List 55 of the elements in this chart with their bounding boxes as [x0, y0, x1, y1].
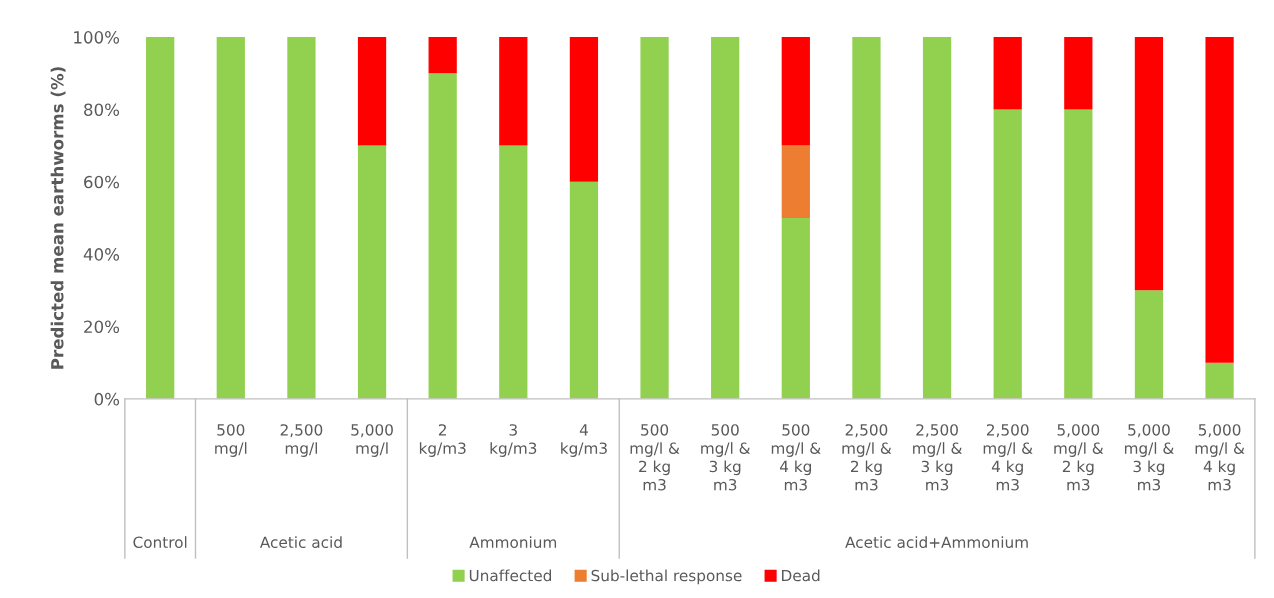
y-tick-label: 0%: [94, 392, 120, 406]
bar: [781, 145, 810, 218]
legend-label: Dead: [782, 569, 820, 582]
y-axis-title: Predicted mean earthworms (%): [50, 67, 66, 369]
bar: [1134, 37, 1164, 291]
bar: [428, 37, 457, 74]
bar: [216, 37, 245, 399]
bar: [357, 37, 387, 146]
x-tick-label: 500 mg/l: [215, 424, 247, 457]
bar: [569, 181, 599, 399]
legend-label: Sub-lethal response: [591, 569, 742, 585]
x-tick-label: 2,500 mg/l & 3 kg m3: [913, 424, 962, 491]
bar: [852, 37, 881, 399]
bar: [640, 37, 669, 399]
bar: [993, 109, 1022, 399]
legend-label: Unaffected: [469, 569, 551, 582]
bar: [922, 37, 952, 399]
bar: [1134, 290, 1164, 399]
bar: [1205, 362, 1234, 399]
bar: [499, 145, 528, 399]
x-tick-label: 2,500 mg/l: [280, 424, 323, 457]
bar: [781, 217, 810, 399]
text: Control: [133, 536, 187, 549]
x-tick-label: 2,500 mg/l & 4 kg m3: [983, 424, 1033, 491]
y-tick-label: 20%: [84, 320, 120, 334]
y-tick-label: 100%: [74, 31, 120, 44]
x-tick-label: 500 mg/l & 3 kg m3: [701, 424, 751, 491]
bar: [1205, 37, 1234, 363]
x-tick-label: 500 mg/l & 4 kg m3: [771, 424, 821, 491]
x-tick-label: 5,000 mg/l & 2 kg m3: [1054, 424, 1104, 491]
bar: [499, 37, 528, 146]
x-tick-label: 2 kg/m3: [419, 424, 466, 457]
y-tick-label: 80%: [84, 103, 120, 116]
text: Ammonium: [469, 536, 557, 549]
bar: [711, 37, 740, 399]
text: Acetic acid+Ammonium: [845, 536, 1028, 549]
bar: [993, 37, 1022, 110]
bar: [428, 73, 457, 399]
bar: [146, 37, 175, 399]
x-tick-label: 5,000 mg/l & 3 kg m3: [1124, 424, 1174, 491]
bar: [1064, 109, 1093, 399]
x-tick-label: 500 mg/l & 2 kg m3: [630, 424, 680, 491]
bar: [357, 145, 387, 399]
text: Acetic acid: [259, 536, 342, 549]
y-tick-label: 60%: [84, 175, 120, 189]
bar: [569, 37, 599, 182]
bar: [287, 37, 316, 399]
x-tick-label: 2,500 mg/l & 2 kg m3: [842, 424, 892, 491]
bar: [781, 37, 810, 146]
y-tick-label: 40%: [83, 248, 120, 261]
x-tick-label: 5,000 mg/l: [351, 424, 393, 457]
bar: [1064, 37, 1093, 110]
x-tick-label: 4 kg/m3: [561, 424, 607, 457]
x-tick-label: 5,000 mg/l & 4 kg m3: [1195, 424, 1245, 491]
x-tick-label: 3 kg/m3: [490, 424, 537, 457]
